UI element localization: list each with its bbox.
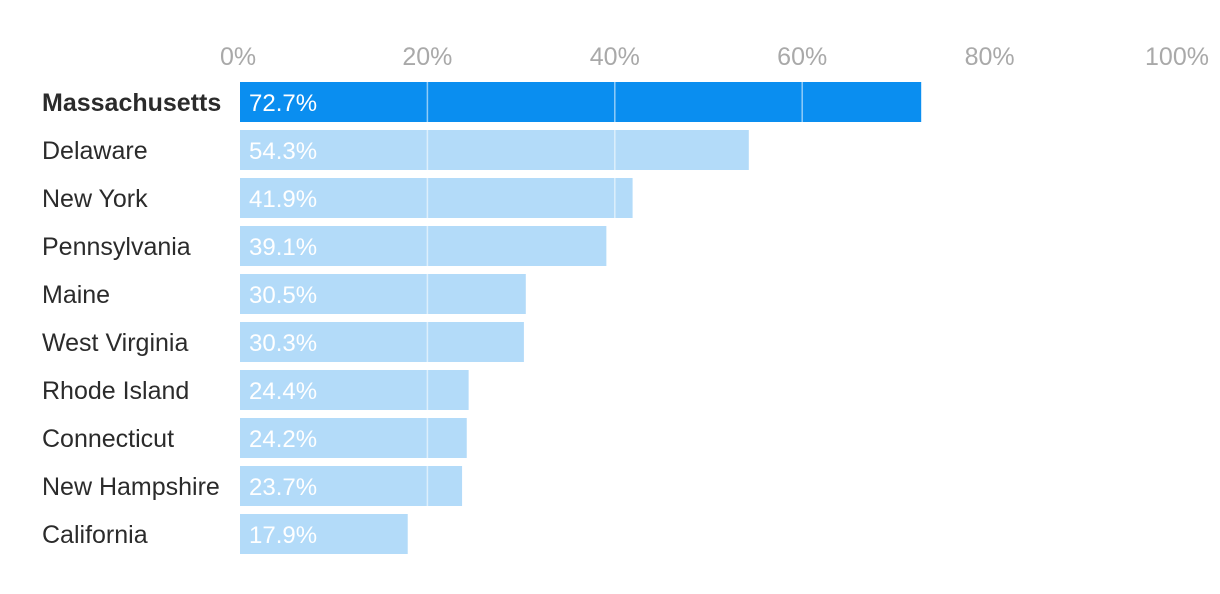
value-label: 24.2% — [249, 426, 317, 453]
value-label: 30.3% — [249, 330, 317, 357]
bars — [240, 82, 922, 554]
x-tick-label: 0% — [220, 43, 256, 71]
x-axis-ticks: 0% 20% 40% 60% 80% 100% — [220, 43, 1209, 71]
value-label: 24.4% — [249, 378, 317, 405]
category-label: Maine — [42, 281, 110, 309]
bar — [240, 322, 524, 362]
category-label: Rhode Island — [42, 377, 189, 405]
value-labels: 72.7% 54.3% 41.9% 39.1% 30.5% 30.3% 24.4% 24.2%… — [249, 90, 317, 549]
category-label: New Hampshire — [42, 473, 220, 501]
category-label: West Virginia — [42, 329, 188, 357]
gridlines — [426, 82, 991, 554]
bar — [240, 178, 633, 218]
bar — [240, 226, 607, 266]
bar — [240, 514, 408, 554]
category-label: Delaware — [42, 137, 148, 165]
category-label: New York — [42, 185, 148, 213]
x-tick-label: 20% — [402, 43, 452, 71]
bar — [240, 82, 922, 122]
x-tick-label: 60% — [777, 43, 827, 71]
category-label: Connecticut — [42, 425, 174, 453]
category-label: Pennsylvania — [42, 233, 191, 261]
value-label: 23.7% — [249, 474, 317, 501]
value-label: 17.9% — [249, 522, 317, 549]
bar — [240, 466, 463, 506]
category-labels: Massachusetts Delaware New York Pennsylvani… — [42, 89, 221, 549]
bar — [240, 370, 469, 410]
category-label: Massachusetts — [42, 89, 221, 117]
value-label: 39.1% — [249, 234, 317, 261]
bar — [240, 130, 749, 170]
value-label: 72.7% — [249, 90, 317, 117]
bar — [240, 274, 526, 314]
value-label: 54.3% — [249, 138, 317, 165]
value-label: 30.5% — [249, 282, 317, 309]
category-label: California — [42, 521, 148, 549]
x-tick-label: 80% — [965, 43, 1015, 71]
bar — [240, 418, 467, 458]
x-tick-label: 40% — [590, 43, 640, 71]
x-tick-label: 100% — [1145, 43, 1209, 71]
value-label: 41.9% — [249, 186, 317, 213]
